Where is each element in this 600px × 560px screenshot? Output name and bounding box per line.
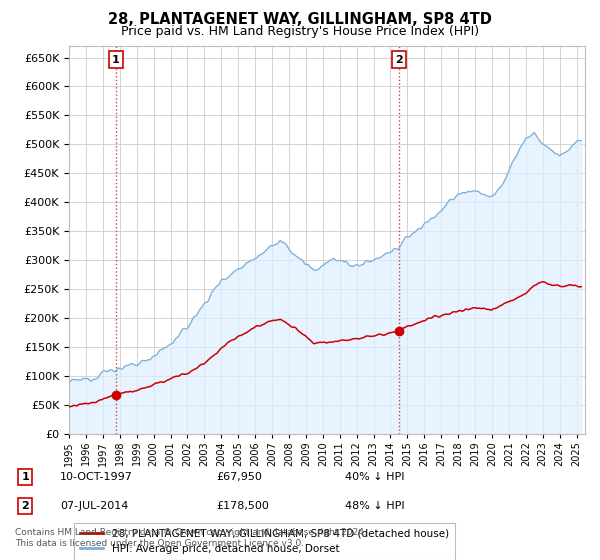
Text: Price paid vs. HM Land Registry's House Price Index (HPI): Price paid vs. HM Land Registry's House …	[121, 25, 479, 38]
Text: Contains HM Land Registry data © Crown copyright and database right 2024.
This d: Contains HM Land Registry data © Crown c…	[15, 528, 367, 548]
Text: 40% ↓ HPI: 40% ↓ HPI	[345, 472, 404, 482]
Text: £178,500: £178,500	[216, 501, 269, 511]
Text: 28, PLANTAGENET WAY, GILLINGHAM, SP8 4TD: 28, PLANTAGENET WAY, GILLINGHAM, SP8 4TD	[108, 12, 492, 27]
Text: 1: 1	[22, 472, 29, 482]
Text: 2: 2	[395, 54, 403, 64]
Text: 07-JUL-2014: 07-JUL-2014	[60, 501, 128, 511]
Text: 10-OCT-1997: 10-OCT-1997	[60, 472, 133, 482]
Legend: 28, PLANTAGENET WAY, GILLINGHAM, SP8 4TD (detached house), HPI: Average price, d: 28, PLANTAGENET WAY, GILLINGHAM, SP8 4TD…	[74, 522, 455, 560]
Text: £67,950: £67,950	[216, 472, 262, 482]
Text: 1: 1	[112, 54, 120, 64]
Text: 48% ↓ HPI: 48% ↓ HPI	[345, 501, 404, 511]
Text: 2: 2	[22, 501, 29, 511]
